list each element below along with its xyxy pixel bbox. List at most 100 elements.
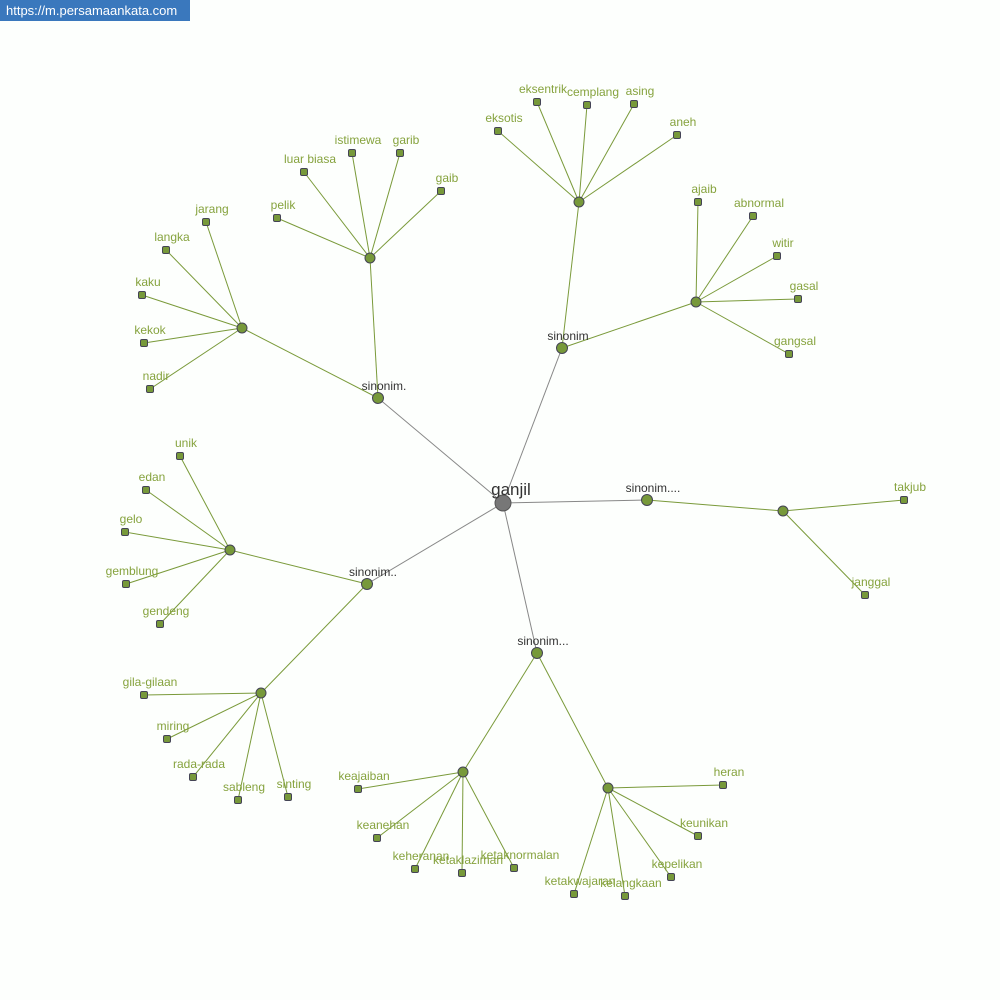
hub-node-hub-6[interactable] xyxy=(573,196,585,208)
leaf-node-miring[interactable] xyxy=(163,735,171,743)
leaf-node-cemplang[interactable] xyxy=(583,101,591,109)
group-node-sinonim-2[interactable] xyxy=(372,392,384,404)
leaf-node-sableng[interactable] xyxy=(234,796,242,804)
node-label-pelik[interactable]: pelik xyxy=(271,198,297,212)
leaf-node-pelik[interactable] xyxy=(273,214,281,222)
leaf-node-luar-biasa[interactable] xyxy=(300,168,308,176)
leaf-node-ketaknormalan[interactable] xyxy=(510,864,518,872)
leaf-node-aneh[interactable] xyxy=(673,131,681,139)
leaf-node-ketakwajaran[interactable] xyxy=(570,890,578,898)
leaf-node-rada-rada[interactable] xyxy=(189,773,197,781)
leaf-node-eksotis[interactable] xyxy=(494,127,502,135)
leaf-node-gila-gilaan[interactable] xyxy=(140,691,148,699)
leaf-node-unik[interactable] xyxy=(176,452,184,460)
group-node-sinonim-3[interactable] xyxy=(361,578,373,590)
node-label-kaku[interactable]: kaku xyxy=(135,275,160,289)
node-label-aneh[interactable]: aneh xyxy=(670,115,697,129)
node-label-asing[interactable]: asing xyxy=(626,84,655,98)
node-label-nadir[interactable]: nadir xyxy=(143,369,170,383)
node-label-keunikan[interactable]: keunikan xyxy=(680,816,728,830)
node-label-kelangkaan[interactable]: kelangkaan xyxy=(600,876,661,890)
node-label-gasal[interactable]: gasal xyxy=(790,279,819,293)
leaf-node-jarang[interactable] xyxy=(202,218,210,226)
hub-node-hub-14[interactable] xyxy=(777,505,789,517)
root-node-ganjil[interactable] xyxy=(494,494,512,512)
leaf-node-asing[interactable] xyxy=(630,100,638,108)
node-label-sableng[interactable]: sableng xyxy=(223,780,265,794)
node-label-keajaiban[interactable]: keajaiban xyxy=(338,769,389,783)
leaf-node-heran[interactable] xyxy=(719,781,727,789)
node-label-unik[interactable]: unik xyxy=(175,436,198,450)
leaf-node-langka[interactable] xyxy=(162,246,170,254)
leaf-node-sinting[interactable] xyxy=(284,793,292,801)
group-node-sinonim-4[interactable] xyxy=(531,647,543,659)
leaf-node-gaib[interactable] xyxy=(437,187,445,195)
node-label-ganjil[interactable]: ganjil xyxy=(491,480,531,499)
leaf-node-ajaib[interactable] xyxy=(694,198,702,206)
node-label-takjub[interactable]: takjub xyxy=(894,480,926,494)
hub-node-hub-7[interactable] xyxy=(690,296,702,308)
leaf-node-eksentrik[interactable] xyxy=(533,98,541,106)
leaf-node-keanehan[interactable] xyxy=(373,834,381,842)
node-label-rada-rada[interactable]: rada-rada xyxy=(173,757,225,771)
leaf-node-abnormal[interactable] xyxy=(749,212,757,220)
node-label-sinonim[interactable]: sinonim. xyxy=(362,379,407,393)
group-node-sinonim-1[interactable] xyxy=(556,342,568,354)
hub-node-hub-10[interactable] xyxy=(224,544,236,556)
node-label-sinonim[interactable]: sinonim.. xyxy=(349,565,397,579)
node-label-sinonim[interactable]: sinonim... xyxy=(517,634,568,648)
leaf-node-janggal[interactable] xyxy=(861,591,869,599)
node-label-gaib[interactable]: gaib xyxy=(436,171,459,185)
leaf-node-gangsal[interactable] xyxy=(785,350,793,358)
node-label-langka[interactable]: langka xyxy=(154,230,190,244)
node-label-gelo[interactable]: gelo xyxy=(120,512,143,526)
node-label-gemblung[interactable]: gemblung xyxy=(106,564,159,578)
node-label-garib[interactable]: garib xyxy=(393,133,420,147)
leaf-node-gemblung[interactable] xyxy=(122,580,130,588)
node-label-eksotis[interactable]: eksotis xyxy=(485,111,522,125)
leaf-node-istimewa[interactable] xyxy=(348,149,356,157)
hub-node-hub-13[interactable] xyxy=(602,782,614,794)
leaf-node-kaku[interactable] xyxy=(138,291,146,299)
leaf-node-keunikan[interactable] xyxy=(694,832,702,840)
node-label-sinonim[interactable]: sinonim.... xyxy=(626,481,681,495)
leaf-node-nadir[interactable] xyxy=(146,385,154,393)
node-label-ketakwajaran[interactable]: ketakwajaran xyxy=(545,874,616,888)
node-label-cemplang[interactable]: cemplang xyxy=(567,85,619,99)
node-label-istimewa[interactable]: istimewa xyxy=(335,133,382,147)
leaf-node-garib[interactable] xyxy=(396,149,404,157)
node-label-ketaknormalan[interactable]: ketaknormalan xyxy=(481,848,560,862)
leaf-node-takjub[interactable] xyxy=(900,496,908,504)
leaf-node-kepelikan[interactable] xyxy=(667,873,675,881)
leaf-node-ketaklaziman[interactable] xyxy=(458,869,466,877)
leaf-node-gelo[interactable] xyxy=(121,528,129,536)
leaf-node-edan[interactable] xyxy=(142,486,150,494)
leaf-node-gasal[interactable] xyxy=(794,295,802,303)
node-label-sinonim[interactable]: sinonim xyxy=(547,329,588,343)
node-label-luar-biasa[interactable]: luar biasa xyxy=(284,152,336,166)
node-label-keheranan[interactable]: keheranan xyxy=(393,849,450,863)
node-label-heran[interactable]: heran xyxy=(714,765,745,779)
node-label-janggal[interactable]: janggal xyxy=(851,575,891,589)
node-label-kepelikan[interactable]: kepelikan xyxy=(652,857,703,871)
leaf-node-keajaiban[interactable] xyxy=(354,785,362,793)
node-label-abnormal[interactable]: abnormal xyxy=(734,196,784,210)
node-label-gila-gilaan[interactable]: gila-gilaan xyxy=(123,675,178,689)
site-url-badge[interactable]: https://m.persamaankata.com xyxy=(0,0,190,21)
node-label-sinting[interactable]: sinting xyxy=(277,777,312,791)
leaf-node-kekok[interactable] xyxy=(140,339,148,347)
node-label-ajaib[interactable]: ajaib xyxy=(691,182,717,196)
node-label-gendeng[interactable]: gendeng xyxy=(143,604,190,618)
node-label-gangsal[interactable]: gangsal xyxy=(774,334,816,348)
leaf-node-keheranan[interactable] xyxy=(411,865,419,873)
node-label-witir[interactable]: witir xyxy=(771,236,793,250)
node-label-kekok[interactable]: kekok xyxy=(134,323,166,337)
hub-node-hub-8[interactable] xyxy=(364,252,376,264)
node-label-jarang[interactable]: jarang xyxy=(194,202,228,216)
hub-node-hub-11[interactable] xyxy=(255,687,267,699)
leaf-node-gendeng[interactable] xyxy=(156,620,164,628)
node-label-miring[interactable]: miring xyxy=(157,719,190,733)
node-label-ketaklaziman[interactable]: ketaklaziman xyxy=(433,853,503,867)
hub-node-hub-9[interactable] xyxy=(236,322,248,334)
node-label-edan[interactable]: edan xyxy=(139,470,166,484)
